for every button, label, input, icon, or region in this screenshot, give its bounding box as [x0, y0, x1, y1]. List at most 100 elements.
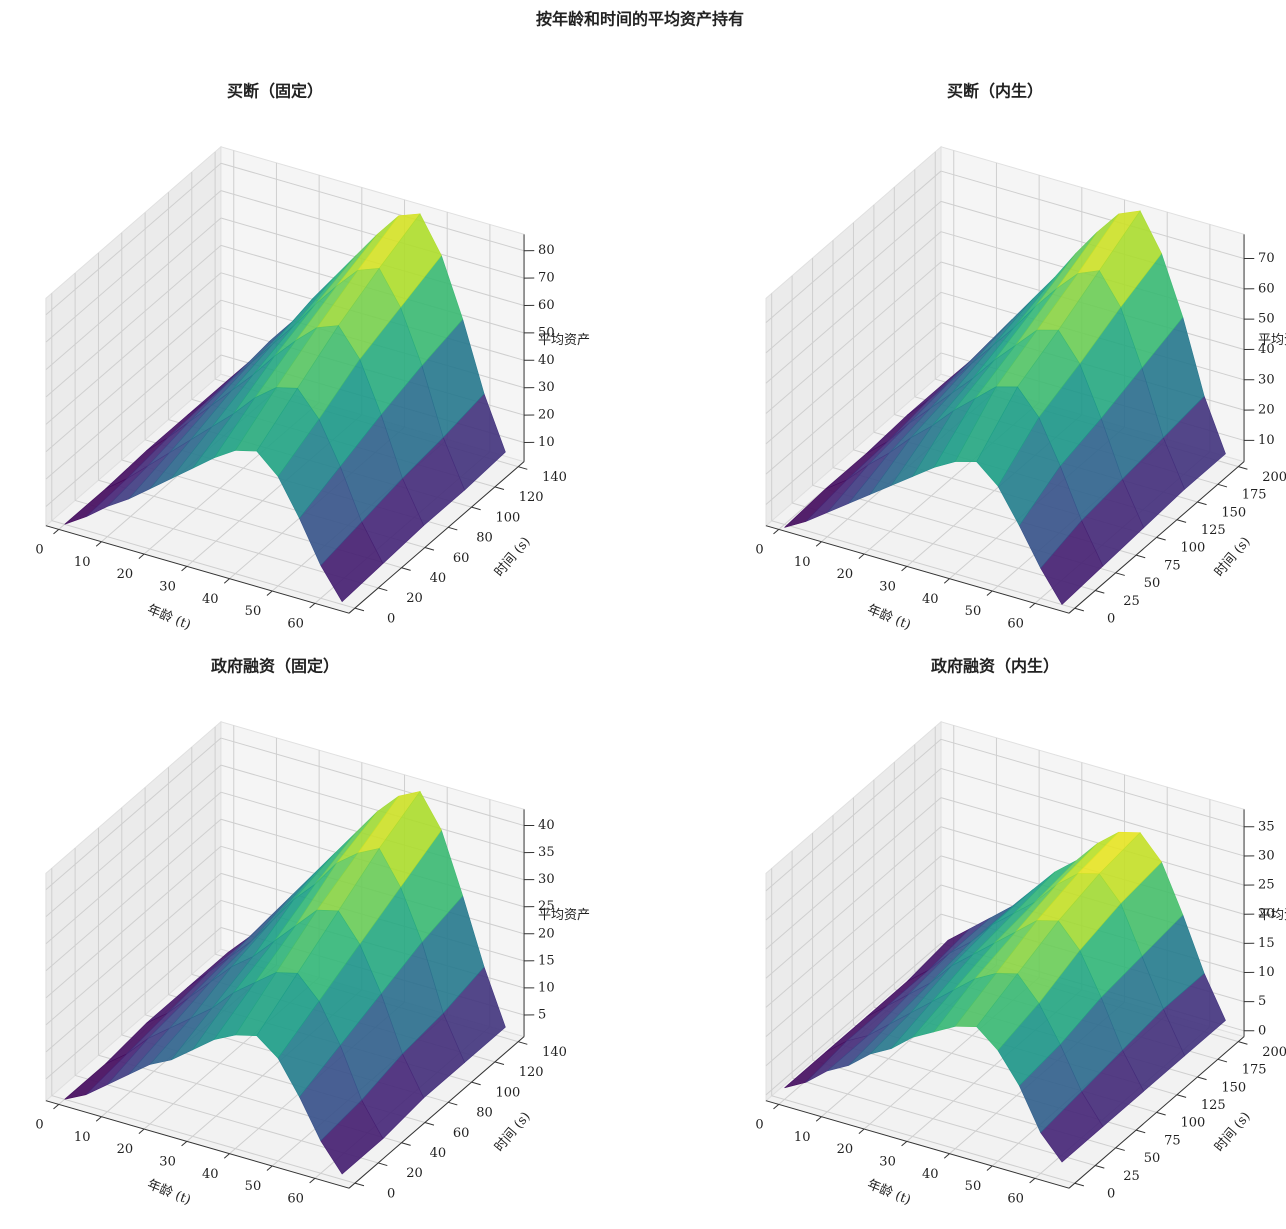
- tick-mark: [309, 602, 316, 609]
- z-tick-label: 25: [538, 899, 555, 914]
- tick-mark: [424, 547, 435, 551]
- x-tick-label: 50: [245, 1179, 262, 1194]
- tick-mark: [378, 1162, 388, 1167]
- grid-line: [771, 1095, 1075, 1184]
- z-tick-label: 30: [538, 872, 555, 887]
- x-tick-label: 0: [35, 1118, 43, 1133]
- tick-mark: [138, 553, 145, 559]
- tick-mark: [1238, 466, 1248, 470]
- x-tick-label: 40: [202, 592, 219, 607]
- z-tick-label: 60: [1258, 281, 1275, 296]
- y-tick-label: 200: [1262, 470, 1286, 485]
- tick-mark: [1074, 607, 1085, 612]
- x-tick-label: 20: [837, 567, 854, 582]
- z-axis-label: 平均资产: [538, 333, 590, 348]
- x-axis-label: 年龄 (t): [145, 1177, 193, 1208]
- tick-mark: [1115, 572, 1125, 576]
- grid-line: [765, 322, 942, 475]
- y-tick-label: 80: [476, 531, 493, 546]
- y-axis: [348, 1036, 525, 1189]
- y-tick-label: 75: [1164, 558, 1181, 573]
- grid-line: [940, 767, 1245, 857]
- grid-line: [220, 190, 525, 279]
- x-axis-label: 年龄 (t): [865, 602, 913, 633]
- z-tick-label: 20: [1258, 907, 1275, 922]
- z-tick-label: 15: [1258, 936, 1275, 951]
- z-tick-label: 25: [1258, 878, 1275, 893]
- y-tick-label: 140: [542, 470, 567, 485]
- tick-mark: [1135, 1129, 1146, 1134]
- y-axis: [1068, 1036, 1245, 1189]
- tick-mark: [1156, 536, 1166, 541]
- tick-mark: [181, 565, 188, 572]
- x-tick-label: 40: [922, 1167, 939, 1182]
- x-axis: [765, 525, 1070, 614]
- z-tick-label: 50: [1258, 312, 1275, 327]
- z-tick-label: 70: [1258, 251, 1275, 266]
- grid-line: [45, 737, 222, 890]
- grid-line: [791, 502, 1096, 592]
- x-axis-label: 年龄 (t): [145, 602, 193, 633]
- y-tick-label: 75: [1164, 1133, 1181, 1148]
- grid-line: [45, 354, 222, 507]
- y-axis-label: 时间 (s): [1212, 534, 1254, 580]
- surface-patch: [256, 972, 320, 1059]
- tick-mark: [401, 1142, 411, 1146]
- tick-mark: [773, 529, 780, 535]
- y-tick-label: 200: [1262, 1045, 1286, 1060]
- tick-mark: [815, 1116, 822, 1122]
- y-tick-label: 100: [495, 1085, 520, 1100]
- z-tick-label: 70: [538, 271, 555, 286]
- y-axis: [1068, 461, 1245, 614]
- y-tick-label: 150: [1221, 1080, 1246, 1095]
- grid-line: [765, 200, 942, 354]
- tick-mark: [95, 541, 102, 547]
- subplot-title: 买断（固定）: [227, 82, 323, 101]
- tick-mark: [95, 1116, 102, 1122]
- tick-mark: [448, 526, 458, 531]
- grid-line: [771, 520, 1075, 609]
- x-axis-label: 年龄 (t): [865, 1177, 913, 1208]
- tick-mark: [1074, 1182, 1085, 1187]
- z-tick-label: 5: [1258, 994, 1266, 1009]
- y-tick-label: 50: [1144, 576, 1161, 591]
- tick-mark: [223, 1153, 230, 1159]
- y-axis-label: 时间 (s): [1212, 1109, 1254, 1155]
- tick-mark: [53, 1104, 60, 1110]
- x-tick-label: 20: [117, 1142, 134, 1157]
- tick-mark: [986, 590, 993, 596]
- grid-line: [765, 261, 942, 414]
- tick-mark: [494, 1061, 505, 1066]
- x-tick-label: 20: [837, 1142, 854, 1157]
- grid-line: [765, 352, 942, 505]
- z-tick-label: 60: [538, 298, 555, 313]
- grid-line: [940, 170, 1245, 260]
- y-tick-label: 0: [387, 611, 395, 626]
- z-tick-label: 35: [1258, 819, 1275, 834]
- grid-line: [765, 738, 942, 892]
- x-tick-label: 40: [202, 1167, 219, 1182]
- z-tick-label: 0: [1258, 1023, 1266, 1038]
- tick-mark: [494, 486, 505, 491]
- grid-line: [220, 764, 525, 854]
- tick-mark: [1115, 1147, 1125, 1151]
- tick-mark: [354, 1182, 365, 1187]
- tick-mark: [1176, 1094, 1187, 1098]
- z-tick-label: 10: [1258, 965, 1275, 980]
- grid-line: [45, 162, 222, 316]
- z-tick-label: 30: [1258, 848, 1275, 863]
- y-tick-label: 125: [1201, 1098, 1226, 1113]
- x-tick-label: 30: [879, 1155, 896, 1170]
- grid-line: [45, 791, 222, 945]
- z-axis-label: 平均资产: [1258, 333, 1286, 348]
- tick-mark: [378, 587, 388, 592]
- tick-mark: [1176, 519, 1187, 523]
- grid-line: [45, 217, 222, 370]
- grid-line: [791, 1077, 1096, 1167]
- x-tick-label: 10: [74, 555, 91, 570]
- grid-line: [45, 327, 222, 480]
- tick-mark: [1238, 1041, 1248, 1045]
- x-tick-label: 60: [1007, 1191, 1024, 1206]
